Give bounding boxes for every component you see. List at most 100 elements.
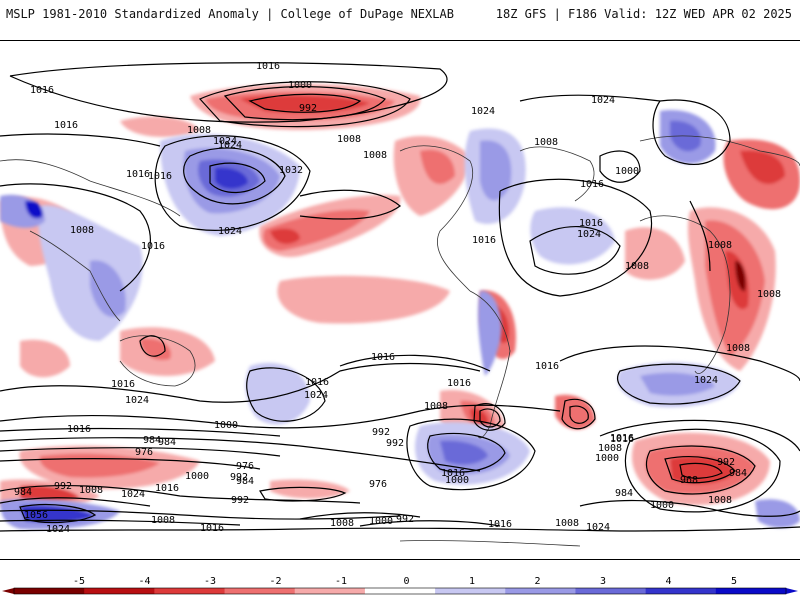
- isobar-label: 984: [729, 468, 747, 479]
- isobar-label: 1000: [369, 516, 393, 527]
- isobar-label: 992: [396, 514, 414, 525]
- colorbar-tick-label: 0: [403, 576, 409, 587]
- isobar-label: 976: [236, 461, 254, 472]
- isobar-label: 1008: [70, 225, 94, 236]
- colorbar-tick-label: 2: [534, 576, 540, 587]
- isobar-label: 1024: [694, 375, 718, 386]
- isobar-labels: 1016100099210161016102410241024100810081…: [14, 61, 781, 535]
- isobar-label: 1000: [650, 500, 674, 511]
- isobar-label: 992: [299, 103, 317, 114]
- isobar-label: 1016: [579, 218, 603, 229]
- colorbar-segment: [715, 588, 787, 594]
- isobar-label: 1024: [218, 226, 242, 237]
- coastlines: [0, 135, 800, 547]
- colorbar-tick-label: 5: [731, 576, 737, 587]
- isobar-label: 992: [54, 481, 72, 492]
- isobar-label: 1016: [472, 235, 496, 246]
- colorbar-tick-label: -4: [138, 576, 150, 587]
- colorbar-tick-label: 4: [665, 576, 671, 587]
- isobar-label: 1016: [200, 523, 224, 534]
- colorbar-tick-label: -1: [335, 576, 347, 587]
- isobar-label: 1024: [304, 390, 328, 401]
- isobar-label: 1000: [185, 471, 209, 482]
- colorbar-min-arrow: [2, 588, 14, 594]
- model-valid-time: 18Z GFS | F186 Valid: 12Z WED APR 02 202…: [495, 7, 792, 21]
- isobar-label: 1016: [155, 483, 179, 494]
- colorbar-segment: [505, 588, 576, 594]
- anomaly-map: 1016100099210161016102410241024100810081…: [0, 61, 800, 547]
- isobar-label: 1016: [305, 377, 329, 388]
- isobar-label: 1016: [54, 120, 78, 131]
- isobar-label: 1000: [288, 80, 312, 91]
- isobars: [0, 62, 800, 532]
- isobar-label: 1016: [610, 433, 634, 444]
- isobar-label: 1008: [598, 443, 622, 454]
- isobar-label: 1008: [187, 125, 211, 136]
- isobar-label: 1016: [447, 378, 471, 389]
- colorbar-segment: [575, 588, 647, 594]
- isobar-label: 1024: [577, 229, 601, 240]
- isobar-label: 976: [135, 447, 153, 458]
- header-bar: MSLP 1981-2010 Standardized Anomaly | Co…: [0, 0, 800, 38]
- colorbar-tick-label: 1: [469, 576, 475, 587]
- colorbar-segment: [84, 588, 155, 594]
- map-panel: 1016100099210161016102410241024100810081…: [0, 40, 800, 560]
- isobar-label: 992: [717, 457, 735, 468]
- colorbar-tick-label: 3: [600, 576, 606, 587]
- isobar-label: 992: [372, 427, 390, 438]
- isobar-label: 1016: [148, 171, 172, 182]
- isobar-label: 1016: [371, 352, 395, 363]
- isobar-label: 992: [386, 438, 404, 449]
- isobar-label: 984: [158, 437, 176, 448]
- isobar-label: 1000: [595, 453, 619, 464]
- isobar-label: 1024: [121, 489, 145, 500]
- isobar-label: 1016: [256, 61, 280, 72]
- isobar-label: 1008: [757, 289, 781, 300]
- isobar-label: 1000: [214, 420, 238, 431]
- isobar-label: 1016: [67, 424, 91, 435]
- isobar-label: 1024: [213, 136, 237, 147]
- isobar-label: 1016: [580, 179, 604, 190]
- colorbar-segment: [14, 588, 85, 594]
- colorbar-svg: -5 -4 -3 -2 -1 0 1 2 3 4 5: [2, 576, 798, 595]
- isobar-label: 1008: [708, 240, 732, 251]
- isobar-label: 984: [14, 487, 32, 498]
- isobar-label: 1008: [708, 495, 732, 506]
- isobar-label: 1024: [471, 106, 495, 117]
- isobar-label: 984: [143, 435, 161, 446]
- colorbar-segment: [294, 588, 366, 594]
- isobar-label: 1056: [24, 510, 48, 521]
- isobar-label: 1024: [218, 140, 242, 151]
- isobar-label: 1016: [141, 241, 165, 252]
- isobar-label: 1008: [151, 515, 175, 526]
- isobar-label: 1024: [586, 522, 610, 533]
- colorbar: -5 -4 -3 -2 -1 0 1 2 3 4 5: [0, 570, 800, 600]
- colorbar-segment: [224, 588, 296, 594]
- isobar-label: 1008: [555, 518, 579, 529]
- colorbar-segment: [154, 588, 226, 594]
- isobar-label: 1008: [534, 137, 558, 148]
- isobar-label: 1000: [615, 166, 639, 177]
- colorbar-tick-label: -2: [269, 576, 281, 587]
- isobar-label: 1008: [726, 343, 750, 354]
- map-title: MSLP 1981-2010 Standardized Anomaly | Co…: [6, 7, 454, 21]
- colorbar-tick-label: -3: [204, 576, 216, 587]
- negative-anomaly-shading: [0, 110, 800, 530]
- isobar-label: 1008: [424, 401, 448, 412]
- isobar-label: 1016: [111, 379, 135, 390]
- isobar-label: 1000: [445, 475, 469, 486]
- isobar-label: 1024: [46, 524, 70, 535]
- colorbar-max-arrow: [786, 588, 798, 594]
- colorbar-tick-label: -5: [73, 576, 85, 587]
- colorbar-segment: [364, 588, 436, 594]
- isobar-label: 1008: [330, 518, 354, 529]
- isobar-label: 1016: [441, 468, 465, 479]
- isobar-label: 1016: [488, 519, 512, 530]
- isobar-label: 1008: [337, 134, 361, 145]
- isobar-label: 1016: [126, 169, 150, 180]
- colorbar-segment: [645, 588, 717, 594]
- isobar-label: 1024: [125, 395, 149, 406]
- isobar-label: 1024: [591, 95, 615, 106]
- isobar-label: 976: [369, 479, 387, 490]
- isobar-label: 1008: [363, 150, 387, 161]
